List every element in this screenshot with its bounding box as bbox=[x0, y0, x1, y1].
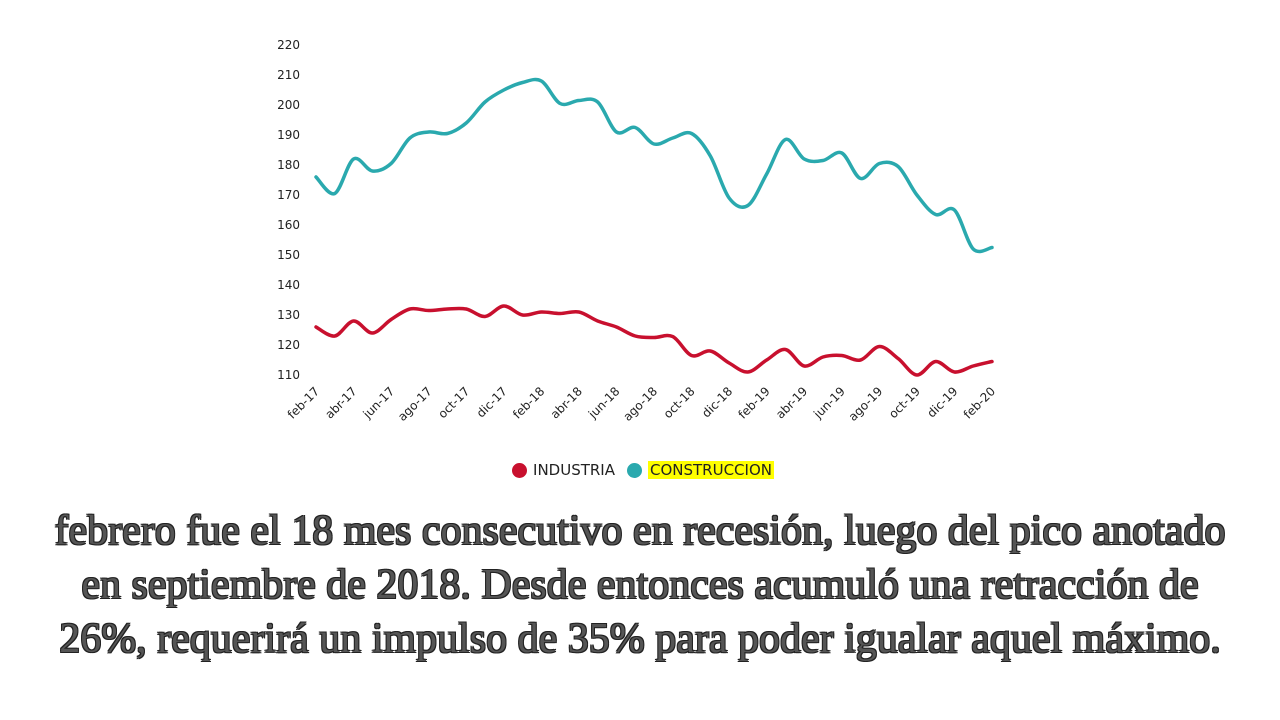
x-tick-label: abr-17 bbox=[322, 384, 359, 421]
x-tick-label: feb-17 bbox=[285, 384, 322, 421]
caption-line: en septiembre de 2018. Desde entonces ac… bbox=[81, 562, 1199, 608]
x-tick-label: jun-18 bbox=[585, 384, 623, 422]
legend-label-construccion: CONSTRUCCION bbox=[647, 461, 774, 479]
y-tick-label: 160 bbox=[277, 218, 300, 232]
x-tick-label: jun-19 bbox=[810, 384, 848, 422]
caption-line: febrero fue el 18 mes consecutivo en rec… bbox=[54, 508, 1226, 554]
y-tick-label: 210 bbox=[277, 68, 300, 82]
x-tick-label: ago-17 bbox=[395, 384, 435, 424]
y-tick-label: 120 bbox=[277, 338, 300, 352]
y-tick-label: 110 bbox=[277, 368, 300, 382]
caption: febrero fue el 18 mes consecutivo en rec… bbox=[0, 504, 1280, 666]
x-tick-label: abr-18 bbox=[548, 384, 585, 421]
x-tick-label: ago-19 bbox=[846, 384, 886, 424]
x-tick-label: feb-20 bbox=[961, 384, 998, 421]
x-tick-label: dic-18 bbox=[699, 384, 735, 420]
x-tick-label: jun-17 bbox=[360, 384, 398, 422]
legend-marker-industria bbox=[512, 462, 528, 478]
x-tick-label: dic-17 bbox=[474, 384, 510, 420]
x-tick-label: oct-17 bbox=[435, 384, 472, 421]
legend: INDUSTRIA CONSTRUCCION bbox=[0, 461, 1280, 479]
x-tick-label: dic-19 bbox=[924, 384, 960, 420]
legend-marker-construccion bbox=[626, 462, 642, 478]
legend-label-industria: INDUSTRIA bbox=[533, 461, 615, 479]
y-tick-label: 170 bbox=[277, 188, 300, 202]
y-tick-label: 220 bbox=[277, 38, 300, 52]
x-tick-label: oct-19 bbox=[886, 384, 923, 421]
y-tick-label: 200 bbox=[277, 98, 300, 112]
y-tick-label: 130 bbox=[277, 308, 300, 322]
caption-line: 26%, requerirá un impulso de 35% para po… bbox=[59, 616, 1221, 662]
y-tick-label: 150 bbox=[277, 248, 300, 262]
y-axis: 220 210 200 190 180 170 160 150 140 130 120 110 bbox=[277, 38, 300, 382]
y-tick-label: 180 bbox=[277, 158, 300, 172]
x-tick-label: feb-18 bbox=[510, 384, 547, 421]
y-tick-label: 140 bbox=[277, 278, 300, 292]
y-tick-label: 190 bbox=[277, 128, 300, 142]
line-chart: 220 210 200 190 180 170 160 150 140 130 120 110 feb… bbox=[277, 38, 998, 424]
x-tick-label: feb-19 bbox=[735, 384, 772, 421]
x-tick-label: abr-19 bbox=[773, 384, 810, 421]
x-tick-label: ago-18 bbox=[620, 384, 660, 424]
series-lines bbox=[314, 77, 994, 377]
series-line-industria bbox=[314, 304, 994, 377]
series-line-construccion bbox=[314, 77, 994, 254]
x-tick-label: oct-18 bbox=[661, 384, 698, 421]
